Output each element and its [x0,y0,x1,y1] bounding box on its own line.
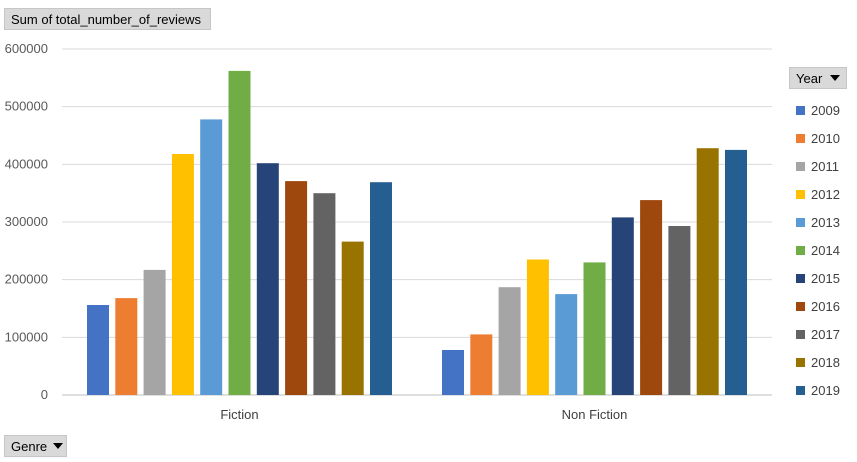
measure-field-button[interactable]: Sum of total_number_of_reviews [4,8,211,30]
genre-filter-label: Genre [11,438,48,454]
bar-fiction-2019[interactable] [370,182,392,395]
legend-label: 2010 [811,130,840,146]
dropdown-arrow-icon [830,75,840,81]
bar-fiction-2015[interactable] [256,163,279,395]
y-tick-label: 100000 [5,329,48,344]
legend-swatch [796,161,805,171]
legend-swatch [796,274,805,284]
y-tick-label: 200000 [5,272,48,287]
legend-item-2014: 2014 [796,236,840,264]
legend-label: 2013 [811,214,840,230]
bar-fiction-2012[interactable] [171,154,194,395]
legend-swatch [796,358,805,368]
year-filter-label: Year [796,70,823,86]
gridlines [62,48,772,396]
measure-field-label: Sum of total_number_of_reviews [11,11,202,27]
legend: 2009 2010 2011 2012 2013 2014 2015 2016 2017 2018… [796,96,840,405]
bar-fiction-2014[interactable] [228,70,251,396]
x-category-label: Non Fiction [562,407,628,422]
bar-non-fiction-2018[interactable] [696,148,719,395]
legend-item-2010: 2010 [796,124,840,152]
legend-label: 2015 [811,271,840,287]
bar-non-fiction-2013[interactable] [555,294,578,395]
legend-swatch [796,217,805,227]
bar-fiction-2017[interactable] [313,193,336,395]
y-tick-label: 0 [41,387,48,402]
genre-filter-button[interactable]: Genre [4,435,67,457]
legend-label: 2018 [811,355,840,371]
bar-non-fiction-2015[interactable] [611,217,634,395]
legend-item-2012: 2012 [796,180,840,208]
legend-swatch [796,133,805,143]
legend-item-2018: 2018 [796,349,840,377]
legend-label: 2009 [811,102,840,118]
year-filter-button[interactable]: Year [789,67,847,89]
legend-label: 2019 [811,383,840,399]
bar-non-fiction-2012[interactable] [526,259,549,396]
legend-swatch [796,189,805,199]
bar-chart: 0 100000 200000 300000 400000 500000 600000 Fi… [5,41,772,422]
x-axis-categories: Fiction Non Fiction [220,407,627,422]
legend-swatch [796,330,805,340]
legend-label: 2016 [811,299,840,315]
bar-non-fiction-2009[interactable] [442,350,464,395]
legend-swatch [796,386,805,396]
bars [87,70,747,396]
legend-label: 2012 [811,186,840,202]
legend-swatch [796,105,805,115]
bar-fiction-2013[interactable] [200,119,223,396]
legend-item-2011: 2011 [796,152,840,180]
bar-fiction-2010[interactable] [115,298,138,395]
bar-fiction-2018[interactable] [341,241,364,395]
y-axis-ticks: 0 100000 200000 300000 400000 500000 600000 [5,41,48,402]
legend-item-2016: 2016 [796,293,840,321]
dropdown-arrow-icon [53,443,64,449]
bar-non-fiction-2011[interactable] [498,287,521,395]
legend-label: 2014 [811,243,840,259]
y-tick-label: 600000 [5,41,48,56]
legend-swatch [796,302,805,312]
legend-item-2019: 2019 [796,377,840,405]
legend-item-2009: 2009 [796,96,840,124]
legend-item-2015: 2015 [796,265,840,293]
bar-non-fiction-2019[interactable] [725,149,747,395]
bar-non-fiction-2017[interactable] [668,226,691,395]
y-tick-label: 300000 [5,214,48,229]
y-tick-label: 500000 [5,99,48,114]
legend-label: 2017 [811,327,840,343]
bar-fiction-2011[interactable] [143,269,166,395]
bar-non-fiction-2016[interactable] [640,200,663,395]
legend-swatch [796,246,805,256]
bar-fiction-2016[interactable] [285,181,308,395]
bar-non-fiction-2014[interactable] [583,262,606,395]
x-category-label: Fiction [220,407,258,422]
legend-item-2013: 2013 [796,208,840,236]
bar-non-fiction-2010[interactable] [470,334,493,395]
y-tick-label: 400000 [5,156,48,171]
legend-item-2017: 2017 [796,321,840,349]
legend-label: 2011 [811,158,839,174]
bar-fiction-2009[interactable] [87,305,109,395]
